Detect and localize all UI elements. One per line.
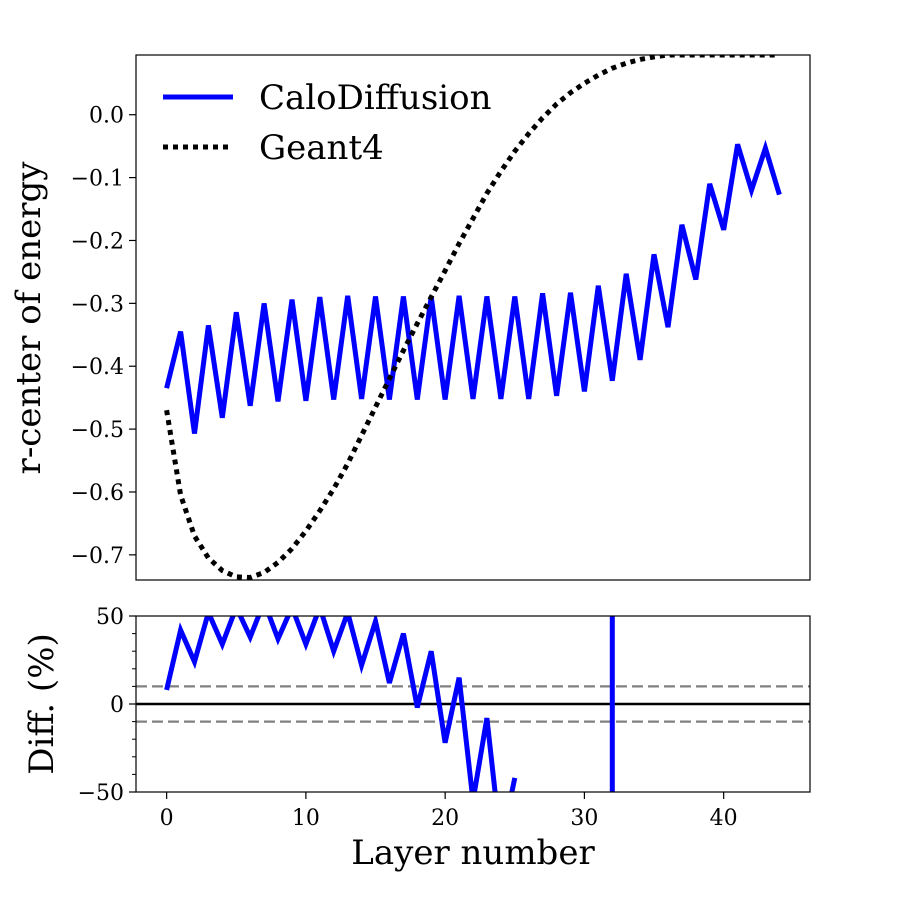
ratio-series-line (164, 616, 518, 792)
main-y-tick-label: 0.0 (89, 104, 124, 129)
x-axis-label: Layer number (351, 833, 595, 873)
main-y-axis-label: r-center of energy (9, 161, 49, 475)
main-y-tick-label: −0.5 (71, 418, 124, 443)
main-y-tick-label: −0.4 (71, 355, 124, 380)
legend-label-geant4: Geant4 (259, 128, 384, 168)
x-tick-label: 40 (710, 806, 738, 831)
ratio-y-tick-label: −50 (78, 781, 124, 806)
x-tick-label: 10 (292, 806, 320, 831)
main-plot-frame (135, 54, 811, 581)
ratio-plot-panel: 50 0 −50 0 10 20 30 40 Diff. (%) Layer number (22, 605, 811, 873)
ratio-y-tick-label: 50 (96, 605, 124, 630)
main-y-tick-label: −0.7 (71, 544, 124, 569)
main-plot-panel: 0.0 −0.1 −0.2 −0.3 −0.4 −0.5 −0.6 −0.7 r-center… (9, 54, 811, 581)
ratio-y-tick-label: 0 (110, 693, 124, 718)
main-y-tick-label: −0.1 (71, 167, 124, 192)
series-line-calodiffusion (164, 139, 782, 434)
legend-label-calodiffusion: CaloDiffusion (259, 78, 492, 118)
main-y-tick-label: −0.6 (71, 481, 124, 506)
x-tick-label: 0 (160, 806, 174, 831)
ratio-plot-frame (135, 615, 811, 793)
main-y-tick-label: −0.2 (71, 229, 124, 254)
x-tick-label: 30 (570, 806, 598, 831)
x-tick-label: 20 (431, 806, 459, 831)
ratio-y-axis-label: Diff. (%) (22, 633, 62, 775)
legend: CaloDiffusion Geant4 (163, 78, 492, 168)
series-line-geant4 (164, 55, 780, 580)
main-y-tick-label: −0.3 (71, 292, 124, 317)
